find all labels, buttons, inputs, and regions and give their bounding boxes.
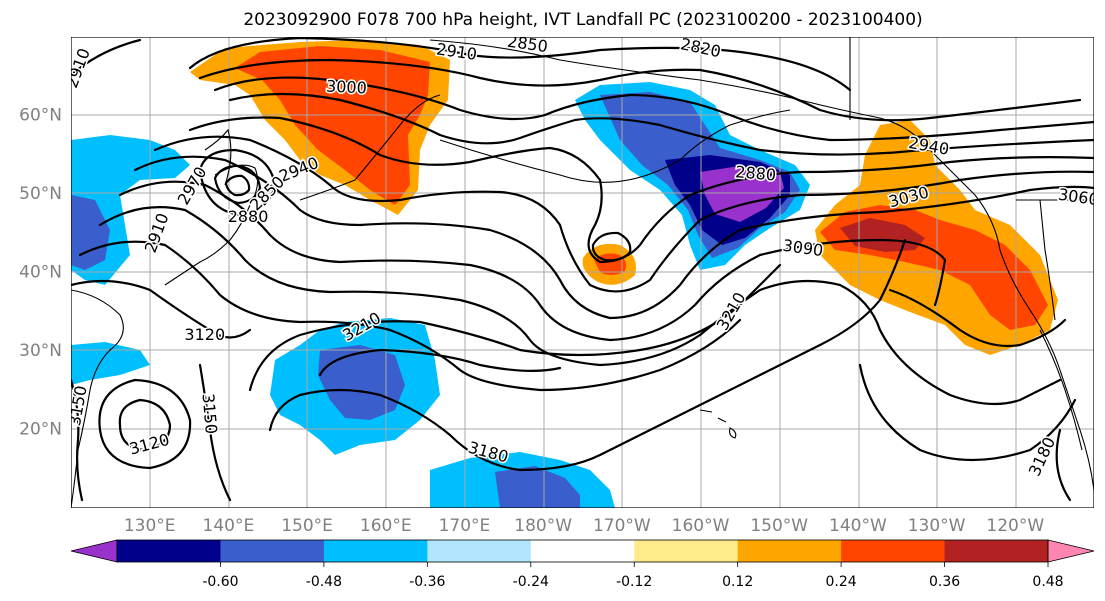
height-contour [133,155,1094,320]
ivt-negative-region-west-inner [71,195,110,270]
height-contour [98,378,192,470]
height-contour [71,279,252,339]
height-contour [213,76,1094,142]
colorbar-outline [116,539,1049,563]
height-contour [1055,428,1072,502]
contour-label: 2880 [735,162,777,184]
height-contour [268,238,907,472]
height-contour [153,135,1094,293]
lat-tick-label: 30°N [19,341,62,361]
lon-tick-label: 180°W [514,516,572,536]
height-contour [188,37,852,92]
coastline-na-west [919,139,1094,491]
colorbar-tick-labels: -0.60 -0.48 -0.36 -0.24 -0.12 0.12 0.24 0.36 0.4… [202,562,1064,590]
colorbar-cell [944,540,1049,562]
height-contour [213,164,262,205]
height-contour [198,363,232,502]
latitude-tick-labels: 60°N 50°N 40°N 30°N 20°N [19,106,62,440]
colorbar-extend-min [70,539,118,563]
colorbar-tick-label: -0.36 [409,574,445,590]
lon-tick-label: 170°W [593,516,651,536]
colorbar-cell [841,540,946,562]
colorbar-cell [634,540,739,562]
ivt-negative-region-subtropic-inner [318,345,405,420]
contour-label: 3000 [326,76,368,97]
height-contour [71,38,142,77]
lon-tick-label: 130°E [124,516,176,536]
height-contour [98,206,882,367]
height-contour [248,263,782,392]
height-contour [198,58,1082,122]
lat-tick-label: 40°N [19,263,62,283]
height-contour [228,92,1094,156]
ivt-negative-region-gulf-core [700,166,784,222]
coastline-kamchatka [299,94,441,201]
lat-tick-label: 60°N [19,106,62,126]
colorbar-tick-label: 0.12 [722,574,753,590]
longitude-tick-labels: 130°E 140°E 150°E 160°E 170°E 180°W 170°W 160°W… [124,516,1045,536]
lon-tick-label: 150°E [281,516,333,536]
colorbar-cell [117,540,221,562]
coastline-alaska [429,39,921,141]
height-contour [858,363,1077,462]
height-contour [224,174,251,197]
height-contour [118,180,947,342]
lon-tick-label: 160°E [360,516,412,536]
colorbar-tick-label: -0.48 [306,574,342,590]
colorbar-tick-label: -0.24 [513,574,549,590]
colorbar-cell [220,540,325,562]
height-contour [118,398,172,452]
ivt-positive-region-okhotsk-inner [235,46,430,205]
colorbar-cell [530,540,635,562]
ivt-negative-region-west-south [71,342,150,385]
colorbar-tick-label: 0.24 [826,574,857,590]
coastline-canada-border [849,37,1094,321]
colorbar-cells [70,539,1095,563]
lon-tick-label: 160°W [672,516,730,536]
coastline-japan [164,164,259,286]
height-contour [318,348,562,377]
height-contour [888,288,1067,348]
colorbar-tick-label: 0.48 [1032,574,1063,590]
colorbar-cell [323,540,428,562]
lat-tick-label: 50°N [19,184,62,204]
contour-label: 3120 [184,325,225,344]
coastline-hawaii [699,409,737,439]
colorbar-cell [737,540,842,562]
contour-label: 2880 [228,207,269,226]
height-contour [198,148,277,217]
height-contour [188,116,1094,264]
lat-tick-label: 20°N [19,420,62,440]
height-contour [78,240,742,392]
ivt-shading [71,40,1058,508]
colorbar-tick-label: -0.12 [616,574,652,590]
lon-tick-label: 140°W [829,516,887,536]
ivt-negative-region-south-inner [495,466,580,508]
contour-label: 3150 [198,393,220,435]
lon-tick-label: 170°E [439,516,491,536]
lon-tick-label: 120°W [986,516,1044,536]
lon-tick-label: 130°W [908,516,966,536]
height-contour [878,328,1062,406]
chart-title: 2023092900 F078 700 hPa height, IVT Land… [243,10,922,30]
colorbar-tick-label: -0.60 [202,574,238,590]
height-contour [591,231,632,262]
colorbar-cell [427,540,532,562]
height-contours [71,37,1094,502]
colorbar: -0.60 -0.48 -0.36 -0.24 -0.12 0.12 0.24 0.36 0.4… [70,539,1095,590]
coastline-aleutians [439,109,791,183]
coastline-baja [1039,329,1083,451]
colorbar-extend-max [1047,539,1095,563]
lon-tick-label: 140°E [203,516,255,536]
height-contour [71,378,84,502]
colorbar-tick-label: 0.36 [929,574,960,590]
lon-tick-label: 150°W [750,516,808,536]
